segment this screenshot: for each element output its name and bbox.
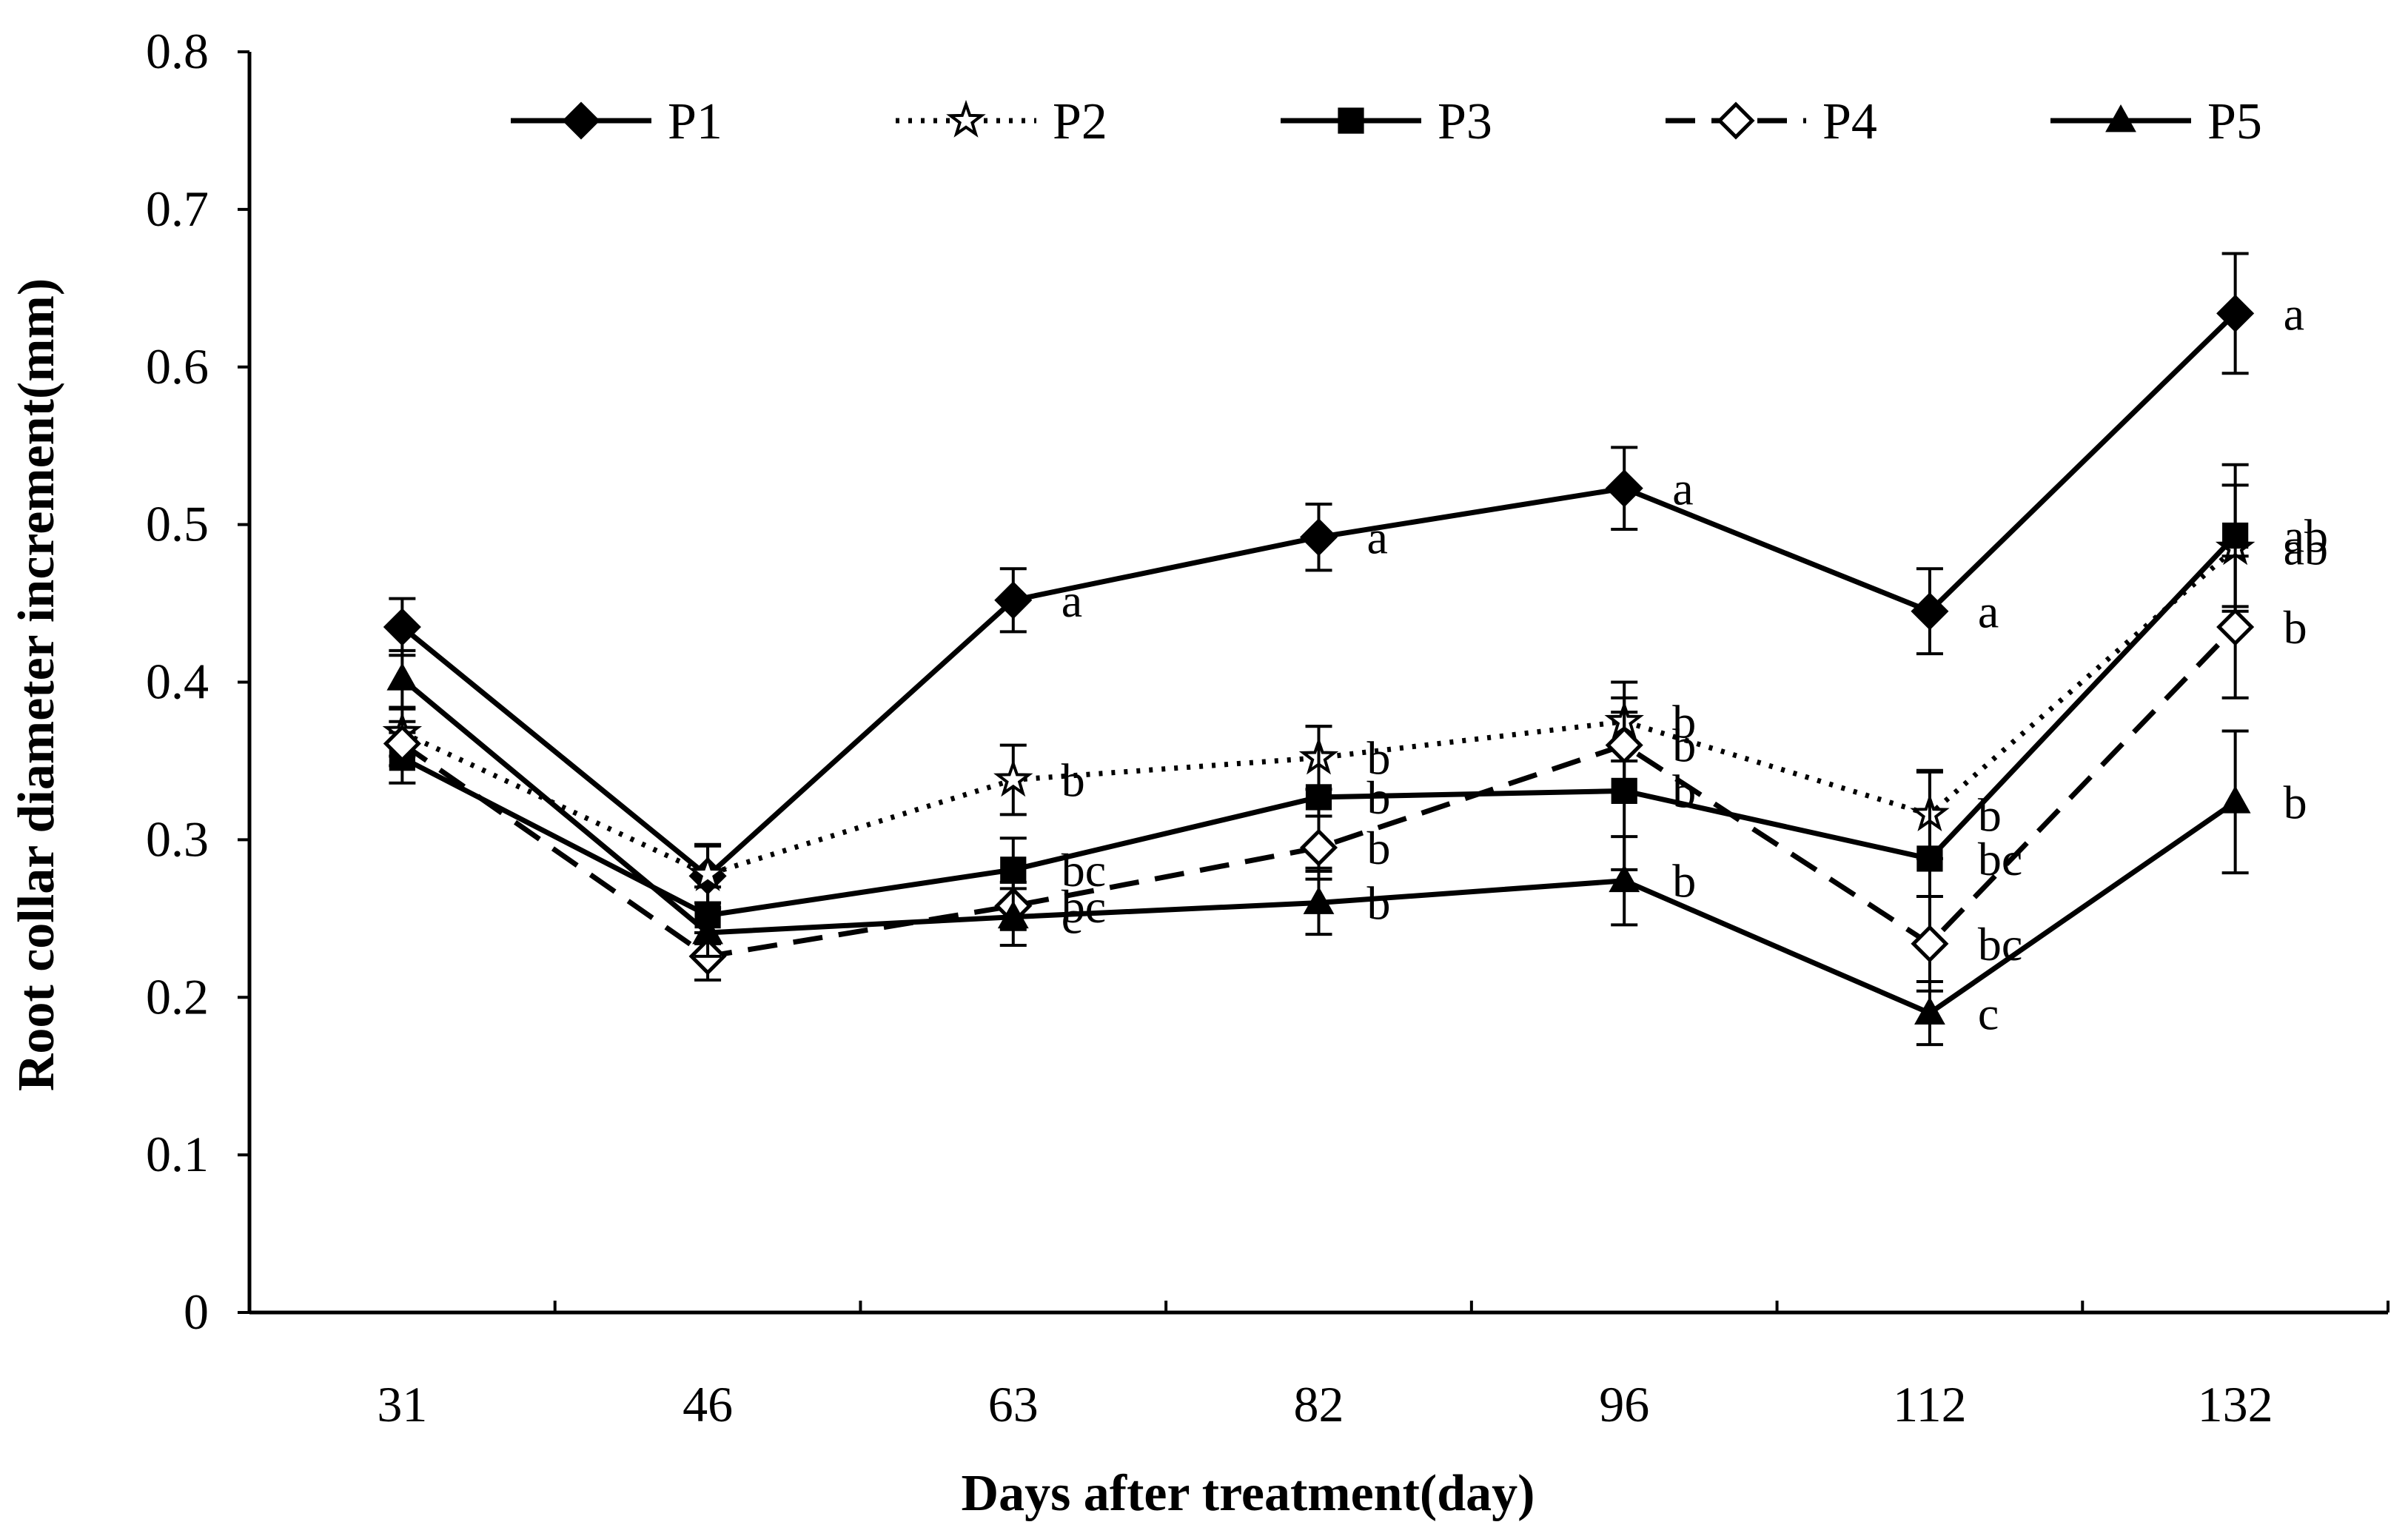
significance-label: b bbox=[2284, 776, 2307, 828]
axes bbox=[247, 52, 2388, 1315]
data-point bbox=[1911, 592, 1949, 631]
data-point bbox=[993, 759, 1033, 797]
y-tick-label: 0.3 bbox=[146, 811, 209, 867]
significance-label: a bbox=[1062, 574, 1082, 627]
data-point bbox=[692, 916, 723, 945]
data-point bbox=[2219, 785, 2251, 814]
significance-label: b bbox=[1062, 754, 1085, 806]
x-tick-label: 31 bbox=[377, 1376, 427, 1432]
data-point bbox=[1605, 469, 1643, 508]
significance-label: c bbox=[1062, 891, 1082, 944]
data-point bbox=[997, 900, 1029, 929]
data-point bbox=[1305, 784, 1332, 811]
significance-label: c bbox=[1978, 988, 1999, 1040]
data-point bbox=[1299, 828, 1338, 867]
series-p4 bbox=[383, 554, 2255, 993]
x-tick-label: 82 bbox=[1294, 1376, 1344, 1432]
significance-label: b bbox=[1367, 822, 1391, 874]
legend-marker bbox=[562, 101, 600, 140]
significance-label: bc bbox=[1062, 880, 1106, 933]
data-point bbox=[1605, 726, 1643, 765]
data-point bbox=[1303, 886, 1335, 914]
y-axis-ticks: 0 0.1 0.2 0.3 0.4 0.5 0.6 0.7 0.8 bbox=[146, 23, 249, 1340]
significance-label: b bbox=[1672, 765, 1696, 817]
x-tick-label: 112 bbox=[1893, 1376, 1966, 1432]
legend-label: P2 bbox=[1053, 93, 1107, 150]
y-tick-label: 0.1 bbox=[146, 1126, 209, 1182]
significance-label: a bbox=[1978, 586, 1999, 638]
data-point bbox=[1914, 996, 1945, 1025]
data-point bbox=[2222, 522, 2249, 549]
significance-label: ab bbox=[2284, 510, 2328, 563]
data-point bbox=[383, 608, 421, 646]
x-axis-ticks: 31 46 63 82 96 112 132 bbox=[377, 1301, 2389, 1432]
significance-label: a bbox=[1672, 463, 1693, 515]
legend: P1 P2 P3 P4 P5 bbox=[511, 93, 2262, 150]
x-axis-title: Days after treatment(day) bbox=[962, 1465, 1535, 1522]
legend-label: P1 bbox=[668, 93, 722, 150]
significance-label: ab bbox=[2284, 523, 2328, 575]
data-point bbox=[383, 724, 421, 763]
significance-label: b bbox=[1672, 696, 1696, 748]
data-point bbox=[994, 581, 1033, 620]
significance-label: b bbox=[1367, 732, 1391, 785]
legend-label: P4 bbox=[1822, 93, 1877, 150]
legend-marker bbox=[1717, 101, 1755, 140]
plot-area bbox=[382, 252, 2256, 1047]
data-point bbox=[688, 854, 728, 891]
significance-label: b bbox=[1672, 720, 1696, 772]
significance-label: bc bbox=[1978, 918, 2022, 970]
y-tick-label: 0.2 bbox=[146, 968, 209, 1025]
y-axis-title: Root collar diameter increment(mm) bbox=[8, 278, 65, 1091]
data-point bbox=[1299, 518, 1338, 557]
legend-item-p4: P4 bbox=[1666, 93, 1877, 150]
y-tick-label: 0.6 bbox=[146, 338, 209, 395]
y-tick-label: 0.8 bbox=[146, 23, 209, 79]
legend-label: P5 bbox=[2207, 93, 2262, 150]
significance-label: a bbox=[2284, 287, 2304, 340]
legend-item-p2: P2 bbox=[896, 93, 1107, 150]
y-tick-label: 0.4 bbox=[146, 654, 209, 710]
x-tick-label: 132 bbox=[2198, 1376, 2273, 1432]
legend-item-p3: P3 bbox=[1281, 93, 1492, 150]
significance-label: bc bbox=[1978, 833, 2022, 885]
x-tick-label: 96 bbox=[1599, 1376, 1649, 1432]
significance-label: b bbox=[1367, 877, 1391, 930]
significance-label: b bbox=[1672, 855, 1696, 908]
y-tick-label: 0.5 bbox=[146, 496, 209, 552]
y-tick-label: 0 bbox=[184, 1284, 209, 1340]
legend-marker bbox=[2105, 104, 2136, 133]
x-tick-label: 63 bbox=[988, 1376, 1039, 1432]
data-point bbox=[1911, 925, 1949, 963]
data-point bbox=[2216, 608, 2255, 646]
x-tick-label: 46 bbox=[683, 1376, 733, 1432]
legend-marker bbox=[1338, 107, 1364, 134]
y-tick-label: 0.7 bbox=[146, 181, 209, 237]
legend-label: P3 bbox=[1438, 93, 1492, 150]
significance-label: b bbox=[1367, 771, 1391, 824]
legend-item-p1: P1 bbox=[511, 93, 722, 150]
significance-label: b bbox=[1978, 788, 2002, 841]
data-point bbox=[2216, 294, 2255, 332]
significance-label: a bbox=[1367, 512, 1388, 564]
series-p5 bbox=[386, 648, 2251, 1047]
significance-label: bc bbox=[1062, 844, 1106, 896]
legend-item-p5: P5 bbox=[2050, 93, 2262, 150]
data-point bbox=[1000, 856, 1027, 883]
significance-label: b bbox=[2284, 601, 2307, 654]
data-point bbox=[386, 663, 418, 691]
legend-marker bbox=[946, 99, 986, 138]
data-point bbox=[1916, 845, 1943, 872]
data-point bbox=[1609, 864, 1640, 893]
